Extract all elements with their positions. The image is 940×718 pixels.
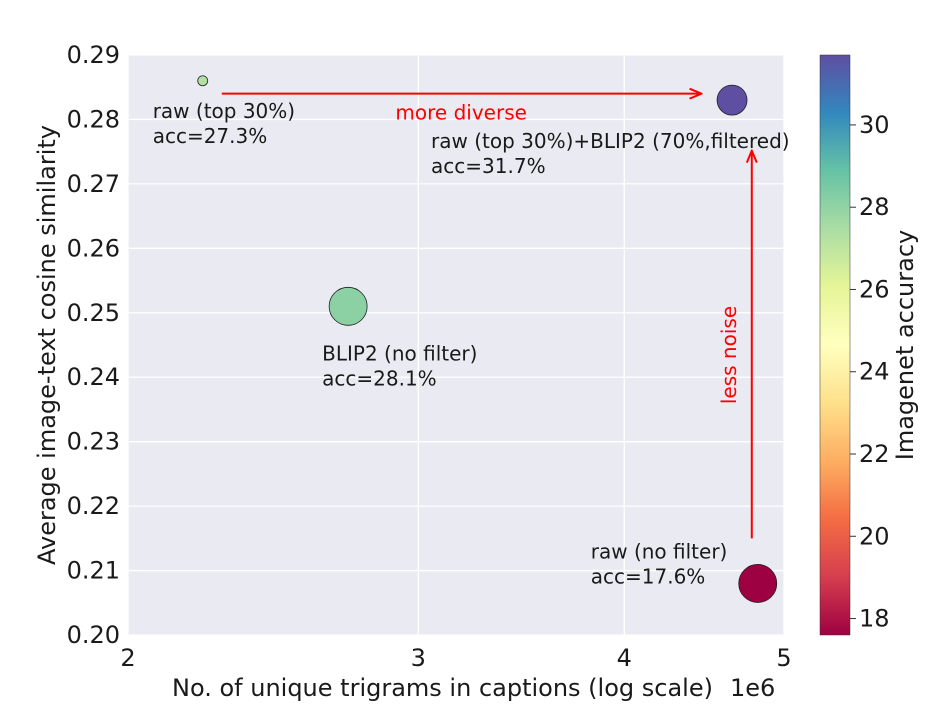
x-axis-label: No. of unique trigrams in captions (log … — [172, 674, 713, 702]
y-tick-label: 0.21 — [67, 557, 120, 585]
y-tick-label: 0.24 — [67, 363, 120, 391]
x-axis-ticks: 2 3 4 5 — [120, 644, 791, 672]
colorbar — [819, 54, 851, 636]
data-points — [197, 75, 778, 603]
x-tick-label: 2 — [120, 644, 135, 672]
grid — [127, 54, 785, 636]
x-tick-label: 5 — [776, 644, 791, 672]
colorbar-tick-label: 30 — [859, 111, 890, 139]
y-tick-label: 0.26 — [67, 234, 120, 262]
colorbar-label: Imagenet accuracy — [891, 230, 919, 460]
colorbar-tick-label: 26 — [859, 275, 890, 303]
x-tick-label: 4 — [617, 644, 632, 672]
point-accuracy-label: acc=27.3% — [153, 124, 268, 148]
y-tick-label: 0.20 — [67, 621, 120, 649]
y-tick-label: 0.28 — [67, 105, 120, 133]
less-noise-label: less noise — [717, 306, 741, 404]
x-tick-label: 3 — [411, 644, 426, 672]
data-point — [738, 564, 778, 603]
point-accuracy-label: acc=31.7% — [431, 154, 546, 178]
arrows: more diverse less noise — [221, 94, 752, 539]
y-tick-label: 0.23 — [67, 428, 120, 456]
data-point — [328, 286, 368, 326]
y-axis-label: Average image-text cosine similarity — [33, 125, 61, 565]
point-accuracy-label: acc=28.1% — [322, 366, 437, 390]
colorbar-tick-label: 22 — [859, 440, 890, 468]
colorbar-tick-label: 20 — [859, 522, 890, 550]
x-axis-offset-label: 1e6 — [730, 674, 775, 702]
point-label: raw (no filter) — [591, 539, 728, 563]
colorbar-tick-label: 24 — [859, 358, 890, 386]
point-label: raw (top 30%)+BLIP2 (70%,filtered) — [431, 129, 790, 153]
y-axis-ticks: 0.20 0.21 0.22 0.23 0.24 0.25 0.26 0.27 0.28 0.29 — [67, 41, 120, 649]
colorbar-tick-label: 28 — [859, 193, 890, 221]
colorbar-ticks: 18 20 22 24 26 28 30 — [850, 111, 890, 633]
point-accuracy-label: acc=17.6% — [591, 564, 706, 588]
plot-area — [128, 55, 784, 635]
data-point — [197, 75, 209, 87]
point-label: raw (top 30%) — [153, 99, 295, 123]
point-annotations: raw (top 30%)acc=27.3%BLIP2 (no filter)a… — [153, 99, 790, 589]
y-tick-label: 0.25 — [67, 299, 120, 327]
y-tick-label: 0.29 — [67, 41, 120, 69]
y-tick-label: 0.22 — [67, 492, 120, 520]
more-diverse-label: more diverse — [395, 101, 527, 125]
point-label: BLIP2 (no filter) — [322, 341, 477, 365]
colorbar-tick-label: 18 — [859, 605, 890, 633]
data-point — [716, 84, 748, 116]
y-tick-label: 0.27 — [67, 170, 120, 198]
